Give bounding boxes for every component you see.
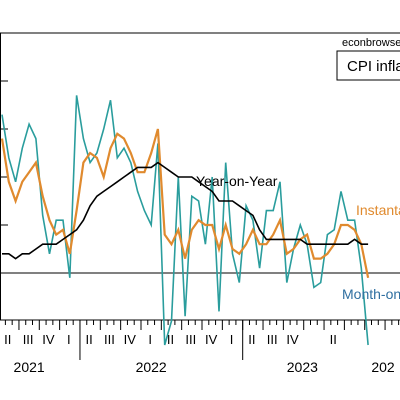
quarter-label: III: [185, 332, 196, 347]
quarter-label: IV: [124, 332, 137, 347]
series-layer: [0, 95, 370, 346]
title-box: [336, 50, 400, 81]
quarter-label: III: [267, 332, 278, 347]
quarter-label: II: [86, 332, 93, 347]
series-label-month-on-month: Month-on-: [342, 286, 400, 302]
year-on-year-line: [2, 161, 369, 260]
credit-text: econbrowse: [342, 37, 400, 49]
quarter-label: IV: [286, 332, 299, 347]
quarter-label: II: [4, 332, 11, 347]
instantaneous-line: [0, 128, 370, 279]
quarter-label: I: [148, 332, 152, 347]
year-label: 202: [371, 359, 395, 375]
quarter-label: III: [23, 332, 34, 347]
quarter-label: II: [330, 332, 337, 347]
year-labels: 2021 2022 2023 202: [14, 359, 395, 375]
year-label: 2022: [136, 359, 167, 375]
x-axis-ticks: [4, 320, 400, 360]
series-label-instantaneous: Instanta: [356, 202, 400, 218]
quarter-label: I: [67, 332, 71, 347]
quarter-label: I: [230, 332, 234, 347]
quarter-label: IV: [205, 332, 218, 347]
year-label: 2023: [287, 359, 318, 375]
quarter-label: IV: [42, 332, 55, 347]
chart-title: CPI infla: [347, 58, 400, 75]
quarter-label: II: [248, 332, 255, 347]
year-label: 2021: [14, 359, 45, 375]
quarter-label: III: [104, 332, 115, 347]
x-axis-labels: II III IV I II III IV I II III IV I II III IV II: [4, 332, 337, 347]
series-label-year-on-year: Year-on-Year: [196, 173, 278, 189]
quarter-label: II: [167, 332, 174, 347]
